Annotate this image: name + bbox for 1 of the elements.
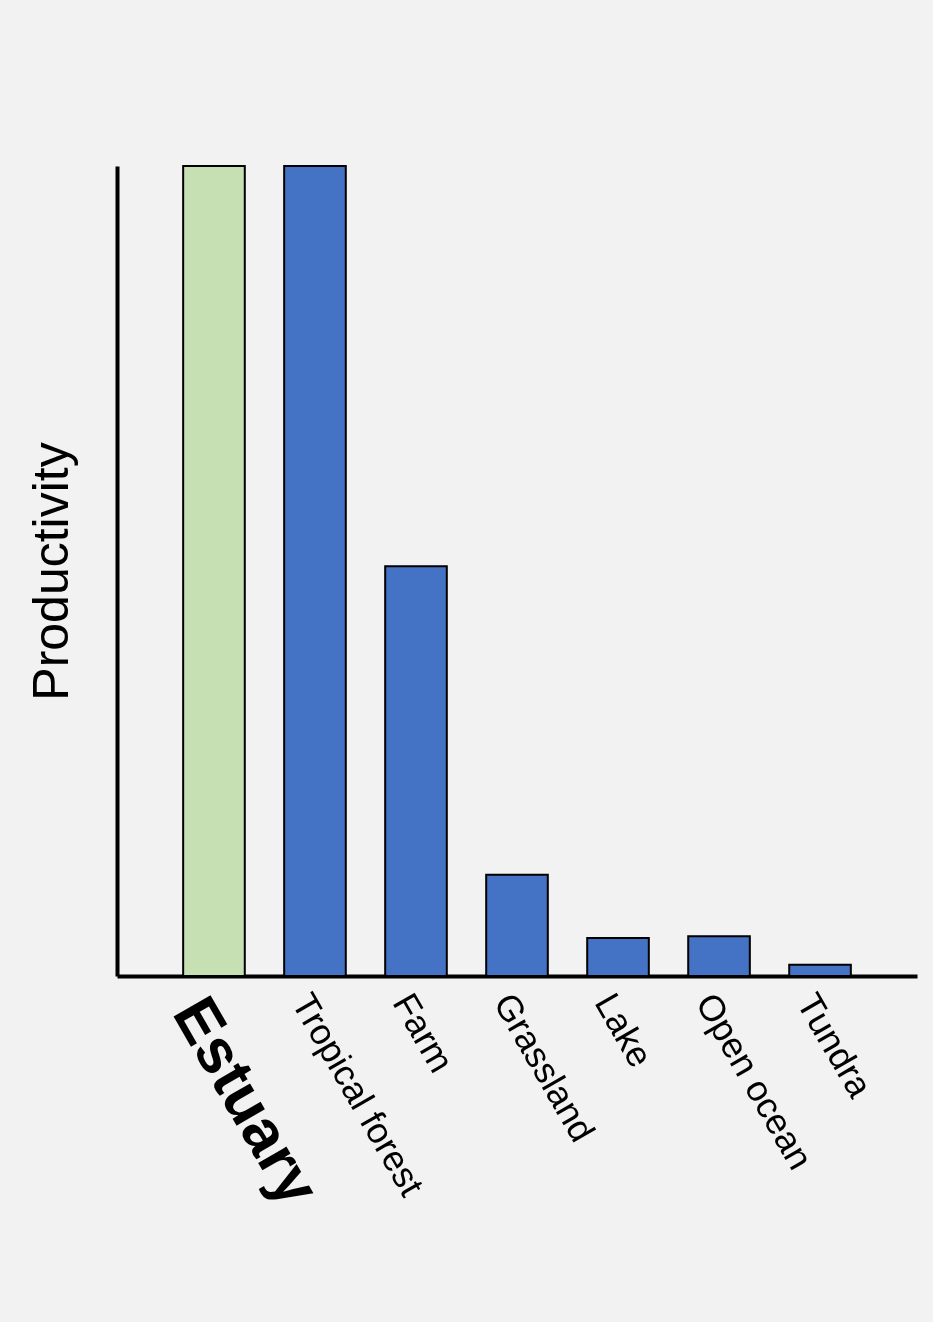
y-axis-title: Productivity: [22, 442, 79, 701]
